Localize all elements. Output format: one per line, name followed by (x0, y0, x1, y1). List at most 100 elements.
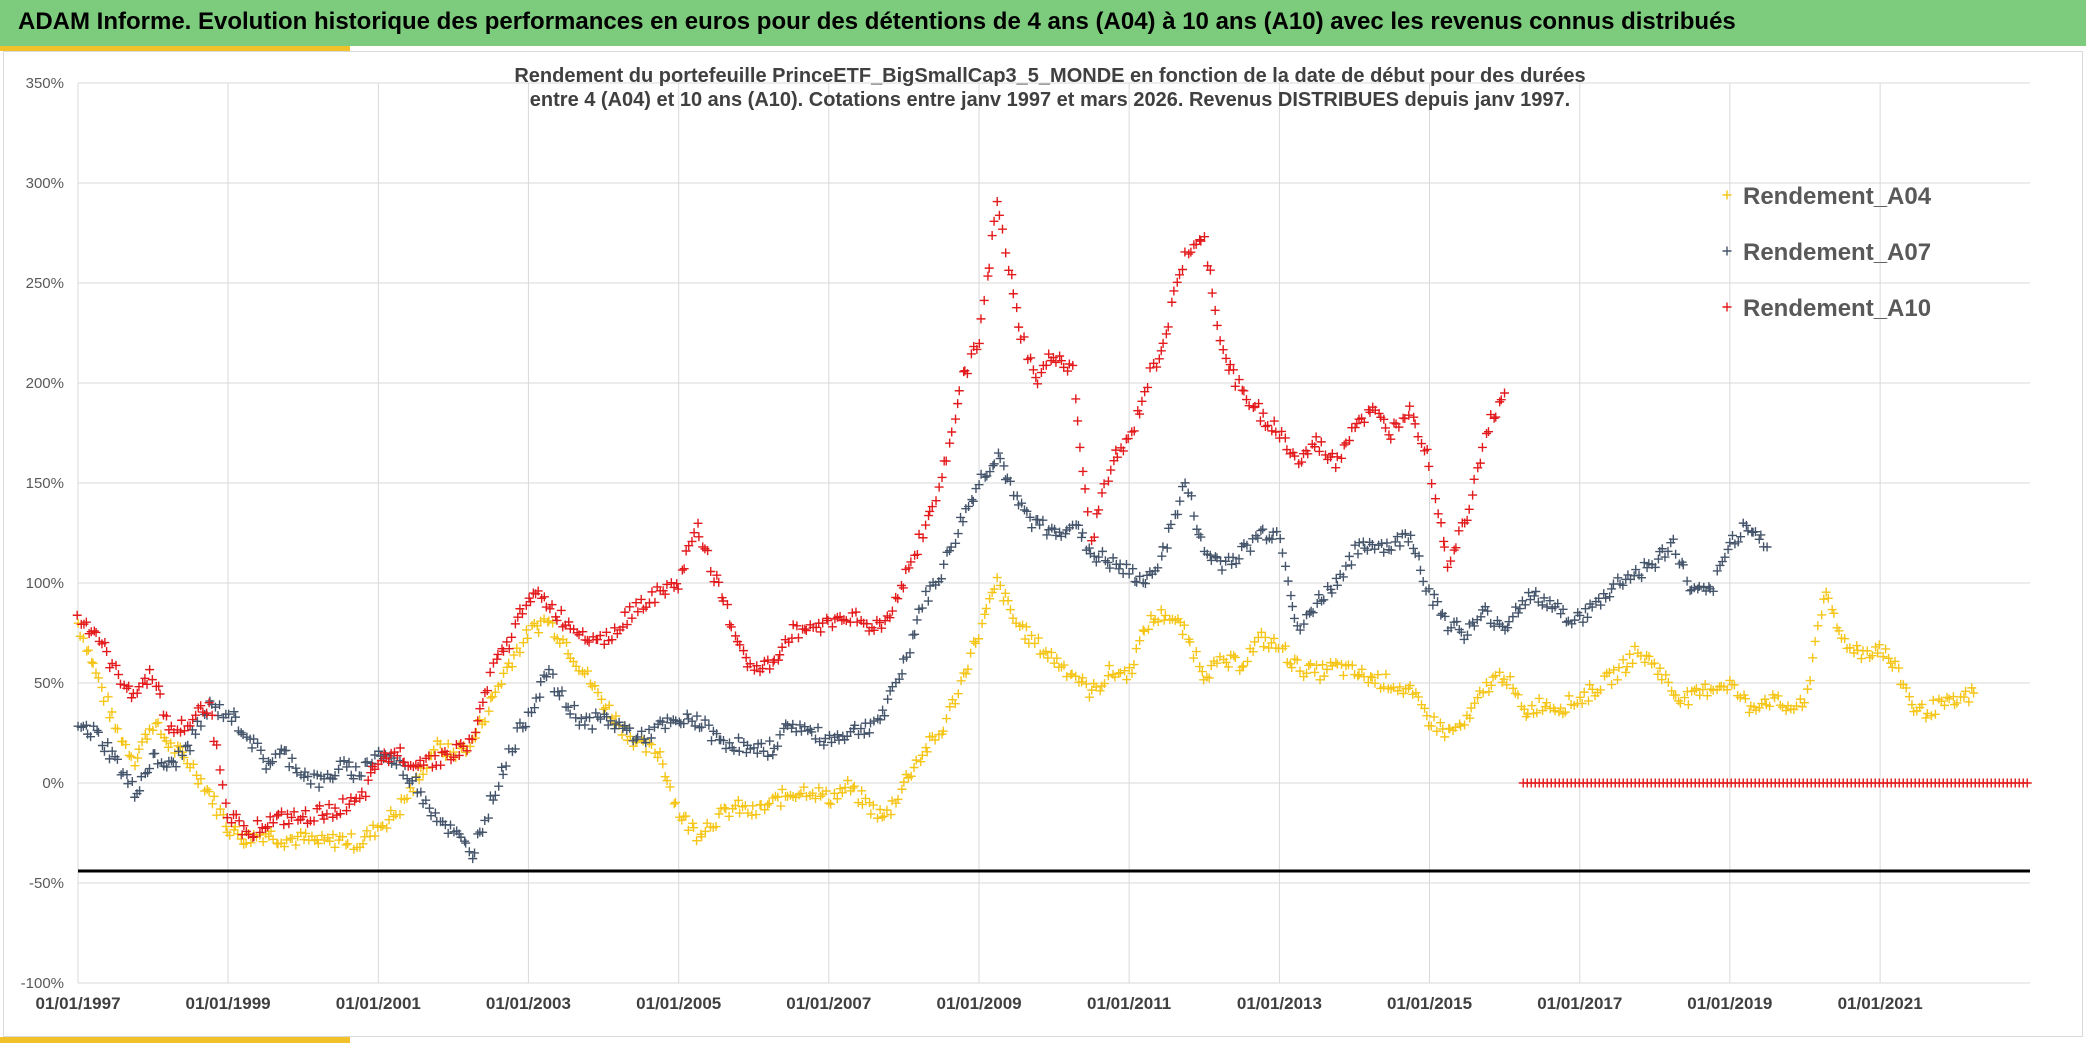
data-point (132, 688, 142, 698)
data-point (1332, 452, 1342, 462)
data-point (154, 681, 164, 691)
data-point (752, 661, 762, 671)
data-point (301, 828, 311, 838)
data-point (1496, 395, 1506, 405)
data-point (906, 557, 916, 567)
data-point (89, 626, 99, 636)
data-point (1403, 537, 1413, 547)
data-point (1440, 732, 1450, 742)
data-point (622, 620, 632, 630)
data-point (941, 456, 951, 466)
data-point (1451, 543, 1461, 553)
axis-layer: -100% -50% 0% 50% 100% 150% 200% 250% 300% 350% 01… (21, 75, 2030, 1013)
data-point (897, 669, 907, 679)
data-point (362, 757, 372, 767)
data-point (1078, 673, 1088, 683)
data-point (1260, 421, 1270, 431)
page-title: ADAM Informe. Evolution historique des p… (18, 8, 1736, 35)
data-point (584, 637, 594, 647)
data-point (419, 760, 429, 770)
data-point (330, 803, 340, 813)
data-point (1112, 452, 1122, 462)
data-point (1317, 596, 1327, 606)
data-point (893, 794, 903, 804)
data-point (91, 627, 101, 637)
data-point (1050, 524, 1060, 534)
data-point (962, 369, 972, 379)
data-point (808, 788, 818, 798)
data-point (1881, 644, 1891, 654)
legend-marker (1722, 190, 1732, 200)
data-point (869, 716, 879, 726)
marks-layer (72, 197, 2032, 864)
data-point (974, 634, 984, 644)
data-point (413, 762, 423, 772)
data-point (1952, 698, 1962, 708)
data-point (265, 812, 275, 822)
data-point (1587, 602, 1597, 612)
data-point (249, 734, 259, 744)
data-point (1242, 540, 1252, 550)
data-point (248, 832, 258, 842)
data-point (1406, 530, 1416, 540)
data-point (180, 726, 190, 736)
data-point (796, 788, 806, 798)
data-point (517, 609, 527, 619)
data-point (1424, 584, 1434, 594)
data-point (1128, 564, 1138, 574)
data-point (980, 472, 990, 482)
data-point (852, 617, 862, 627)
data-point (749, 743, 759, 753)
data-point (557, 686, 567, 696)
data-point (1503, 623, 1513, 633)
data-point (1410, 419, 1420, 429)
data-point (105, 663, 115, 673)
data-point (1542, 602, 1552, 612)
data-point (1404, 410, 1414, 420)
data-point (544, 616, 554, 626)
data-point (1481, 678, 1491, 688)
data-point (1207, 288, 1217, 298)
data-point (880, 711, 890, 721)
data-point (1106, 465, 1116, 475)
data-point (795, 720, 805, 730)
data-point (1436, 518, 1446, 528)
data-point (1482, 429, 1492, 439)
data-point (462, 746, 472, 756)
data-point (1228, 552, 1238, 562)
x-tick-label: 01/01/2005 (636, 994, 721, 1013)
data-point (515, 718, 525, 728)
data-point (590, 681, 600, 691)
data-point (898, 583, 908, 593)
data-point (985, 467, 995, 477)
data-point (150, 748, 160, 758)
data-point (1308, 608, 1318, 618)
data-point (1302, 668, 1312, 678)
data-point (1359, 417, 1369, 427)
legend-marker (1722, 246, 1732, 256)
data-point (212, 740, 222, 750)
data-point (993, 448, 1003, 458)
data-point (260, 823, 270, 833)
data-point (1295, 666, 1305, 676)
data-point (1513, 608, 1523, 618)
data-point (658, 717, 668, 727)
data-point (183, 740, 193, 750)
data-point (1178, 629, 1188, 639)
data-point (256, 745, 266, 755)
data-point (142, 679, 152, 689)
data-point (660, 723, 670, 733)
data-point (930, 735, 940, 745)
data-point (765, 664, 775, 674)
data-point (724, 738, 734, 748)
data-point (1622, 662, 1632, 672)
data-point (950, 699, 960, 709)
data-point (1071, 671, 1081, 681)
data-point (706, 736, 716, 746)
data-point (974, 338, 984, 348)
data-point (1435, 718, 1445, 728)
data-point (1805, 676, 1815, 686)
data-point (961, 669, 971, 679)
data-point (100, 638, 110, 648)
data-point (374, 746, 384, 756)
